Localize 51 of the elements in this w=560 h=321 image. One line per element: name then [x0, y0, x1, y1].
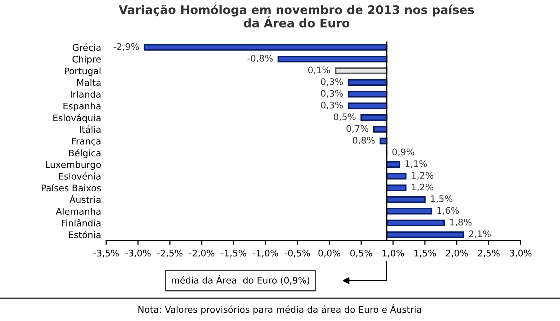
x-tick-label: 0,5%: [350, 250, 372, 258]
data-label: 0,8%: [353, 137, 375, 145]
y-tick-label: Irlanda: [71, 90, 101, 98]
data-label: 1,8%: [450, 218, 472, 227]
x-tick-label: -0,5%: [285, 250, 310, 258]
x-tick-label: -2,5%: [158, 250, 183, 258]
x-tick-label: 2,0%: [446, 250, 468, 258]
data-label: 0,7%: [346, 125, 369, 134]
y-tick-label: Eslovénia: [59, 172, 101, 180]
data-label: 1,6%: [438, 207, 460, 216]
data-label: 1,1%: [406, 160, 428, 168]
y-tick-label: Eslováquia: [54, 114, 101, 124]
y-tick-label: Estónia: [69, 231, 101, 238]
x-tick-label: 0,0%: [318, 250, 341, 258]
x-tick-label: 2,5%: [478, 250, 500, 258]
y-tick-label: Países Baixos: [42, 184, 102, 192]
data-label: -2,9%: [114, 43, 140, 52]
y-tick-label: Grécia: [72, 44, 101, 52]
chart-title: Variação Homóloga em novembro de 2013 nos países da Área do Euro: [119, 4, 474, 28]
x-tick-label: -1,0%: [253, 250, 278, 258]
y-tick-label: Portugal: [65, 68, 101, 76]
x-tick-label: -1,5%: [221, 250, 247, 258]
data-label: 2,1%: [469, 230, 491, 238]
x-tick-label: -2,0%: [189, 250, 215, 258]
x-tick-label: 3,0%: [510, 250, 532, 258]
data-label: 1,2%: [412, 172, 434, 180]
data-label: 0,3%: [321, 90, 344, 98]
data-label: 0,3%: [321, 78, 344, 86]
x-tick-label: -3,5%: [94, 250, 119, 258]
data-label: 0,3%: [321, 102, 344, 110]
data-label: -0,8%: [248, 55, 273, 63]
y-tick-label: Bélgica: [69, 149, 101, 158]
y-tick-label: França: [72, 138, 101, 146]
x-tick-label: 1,0%: [382, 250, 404, 258]
data-label: 1,2%: [412, 184, 434, 192]
data-label: 0,1%: [308, 66, 330, 75]
text: Nota: Valores provisórios para média da área do Euro e Áustria: [138, 304, 422, 315]
ref-line-label: média da Área do Euro (0,9%): [172, 275, 310, 285]
data-label: 1,5%: [431, 196, 453, 204]
x-tick-label: 1,5%: [414, 250, 436, 258]
data-label: 0,5%: [334, 114, 356, 122]
y-tick-label: Espanha: [64, 102, 101, 112]
y-tick-label: Áustria: [70, 194, 101, 204]
y-tick-label: Malta: [78, 79, 101, 86]
y-tick-label: Chipre: [72, 56, 102, 65]
data-label: 0,9%: [392, 148, 414, 156]
y-tick-label: Itália: [80, 126, 101, 134]
x-tick-label: -3,0%: [126, 250, 151, 258]
y-tick-label: Finlândia: [62, 219, 101, 227]
y-tick-label: Luxemburgo: [46, 161, 102, 170]
y-tick-label: Alemanha: [56, 208, 101, 216]
